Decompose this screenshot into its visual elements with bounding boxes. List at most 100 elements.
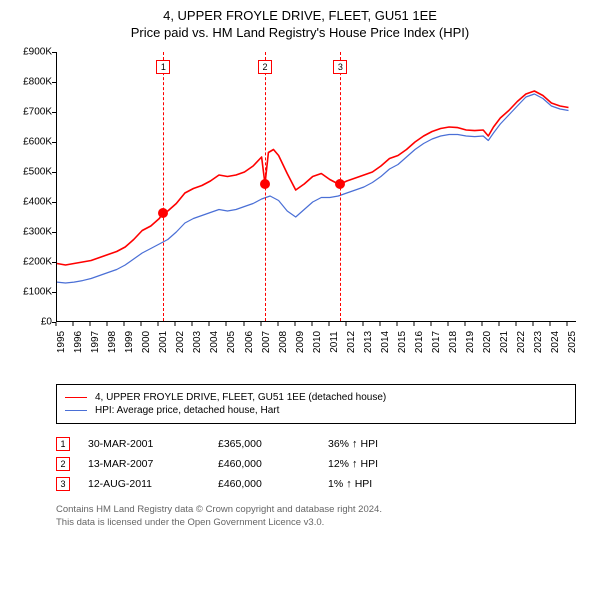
x-tick-mark <box>311 322 312 326</box>
sales-row-delta-label: HPI <box>361 438 379 450</box>
legend-swatch <box>65 397 87 398</box>
x-tick-mark <box>124 322 125 326</box>
x-tick-mark <box>431 322 432 326</box>
x-tick-mark <box>379 322 380 326</box>
x-tick-label: 1995 <box>56 331 67 353</box>
sales-row-price: £365,000 <box>218 438 328 450</box>
x-tick-mark <box>516 322 517 326</box>
x-tick-mark <box>56 322 57 326</box>
legend-label: HPI: Average price, detached house, Hart <box>95 405 279 416</box>
x-tick-mark <box>499 322 500 326</box>
arrow-up-icon: ↑ <box>352 458 358 470</box>
x-tick-label: 2010 <box>312 331 323 353</box>
sales-row-delta: 1%↑HPI <box>328 478 438 490</box>
y-tick-label: £900K <box>23 47 52 58</box>
x-tick-label: 2014 <box>380 331 391 353</box>
x-tick-label: 2008 <box>278 331 289 353</box>
x-tick-label: 2000 <box>141 331 152 353</box>
legend: 4, UPPER FROYLE DRIVE, FLEET, GU51 1EE (… <box>56 384 576 424</box>
x-tick-mark <box>396 322 397 326</box>
y-tick-label: £500K <box>23 167 52 178</box>
legend-label: 4, UPPER FROYLE DRIVE, FLEET, GU51 1EE (… <box>95 392 386 403</box>
y-tick-label: £700K <box>23 107 52 118</box>
x-tick-label: 2011 <box>329 331 340 353</box>
x-tick-mark <box>141 322 142 326</box>
x-tick-label: 2020 <box>482 331 493 353</box>
arrow-up-icon: ↑ <box>352 438 358 450</box>
chart-title-sub: Price paid vs. HM Land Registry's House … <box>12 25 588 40</box>
y-tick-label: £400K <box>23 197 52 208</box>
sale-event-dot <box>260 179 270 189</box>
x-tick-mark <box>328 322 329 326</box>
sales-row-date: 12-AUG-2011 <box>88 478 218 490</box>
x-tick-mark <box>345 322 346 326</box>
y-axis: £0£100K£200K£300K£400K£500K£600K£700K£80… <box>12 52 56 322</box>
chart-title-main: 4, UPPER FROYLE DRIVE, FLEET, GU51 1EE <box>12 8 588 23</box>
sales-row-delta-pct: 36% <box>328 438 349 450</box>
sales-row-delta-pct: 1% <box>328 478 343 490</box>
x-tick-label: 2009 <box>295 331 306 353</box>
x-tick-mark <box>158 322 159 326</box>
sales-row-index: 1 <box>56 437 70 451</box>
y-tick-label: £800K <box>23 77 52 88</box>
x-tick-label: 2006 <box>244 331 255 353</box>
x-tick-label: 1998 <box>107 331 118 353</box>
x-tick-label: 1999 <box>124 331 135 353</box>
sale-event-marker: 2 <box>258 60 272 74</box>
y-tick-label: £300K <box>23 227 52 238</box>
x-tick-label: 2004 <box>209 331 220 353</box>
y-tick-label: £0 <box>41 317 52 328</box>
x-tick-label: 2022 <box>516 331 527 353</box>
plot-area: 123 <box>56 52 576 322</box>
x-tick-mark <box>294 322 295 326</box>
sale-event-marker: 1 <box>156 60 170 74</box>
x-tick-mark <box>226 322 227 326</box>
attribution-line1: Contains HM Land Registry data © Crown c… <box>56 504 576 517</box>
sales-row-delta-label: HPI <box>355 478 373 490</box>
sales-row: 213-MAR-2007£460,00012%↑HPI <box>56 454 576 474</box>
legend-swatch <box>65 410 87 411</box>
x-tick-label: 2021 <box>499 331 510 353</box>
x-tick-mark <box>482 322 483 326</box>
x-tick-mark <box>465 322 466 326</box>
sale-event-dot <box>335 179 345 189</box>
x-tick-mark <box>567 322 568 326</box>
x-tick-mark <box>243 322 244 326</box>
x-tick-mark <box>209 322 210 326</box>
x-tick-mark <box>533 322 534 326</box>
y-tick-label: £600K <box>23 137 52 148</box>
sales-row: 312-AUG-2011£460,0001%↑HPI <box>56 474 576 494</box>
sales-row-date: 30-MAR-2001 <box>88 438 218 450</box>
sales-row-delta-label: HPI <box>361 458 379 470</box>
x-tick-mark <box>414 322 415 326</box>
x-tick-mark <box>175 322 176 326</box>
x-tick-mark <box>73 322 74 326</box>
x-axis: 1995199619971998199920002001200220032004… <box>56 322 576 376</box>
x-tick-label: 2023 <box>533 331 544 353</box>
x-tick-mark <box>448 322 449 326</box>
x-tick-label: 2019 <box>465 331 476 353</box>
x-tick-label: 2017 <box>431 331 442 353</box>
x-tick-label: 2025 <box>567 331 578 353</box>
chart-lines <box>57 52 576 321</box>
x-tick-label: 2018 <box>448 331 459 353</box>
legend-row: 4, UPPER FROYLE DRIVE, FLEET, GU51 1EE (… <box>65 391 567 404</box>
x-tick-label: 2002 <box>175 331 186 353</box>
x-tick-mark <box>260 322 261 326</box>
sales-row: 1 30-MAR-2001£365,00036%↑HPI <box>56 434 576 454</box>
sales-row-date: 13-MAR-2007 <box>88 458 218 470</box>
sale-event-line <box>163 52 164 321</box>
x-tick-label: 1996 <box>73 331 84 353</box>
arrow-up-icon: ↑ <box>346 478 352 490</box>
sales-row-price: £460,000 <box>218 458 328 470</box>
x-tick-label: 2001 <box>158 331 169 353</box>
x-tick-label: 2012 <box>346 331 357 353</box>
x-tick-mark <box>90 322 91 326</box>
sales-row-delta: 36%↑HPI <box>328 438 438 450</box>
sales-row-delta-pct: 12% <box>328 458 349 470</box>
x-tick-label: 2016 <box>414 331 425 353</box>
y-tick-label: £200K <box>23 257 52 268</box>
x-tick-label: 2005 <box>226 331 237 353</box>
x-tick-mark <box>550 322 551 326</box>
sales-table: 130-MAR-2001£365,00036%↑HPI213-MAR-2007£… <box>56 434 576 494</box>
